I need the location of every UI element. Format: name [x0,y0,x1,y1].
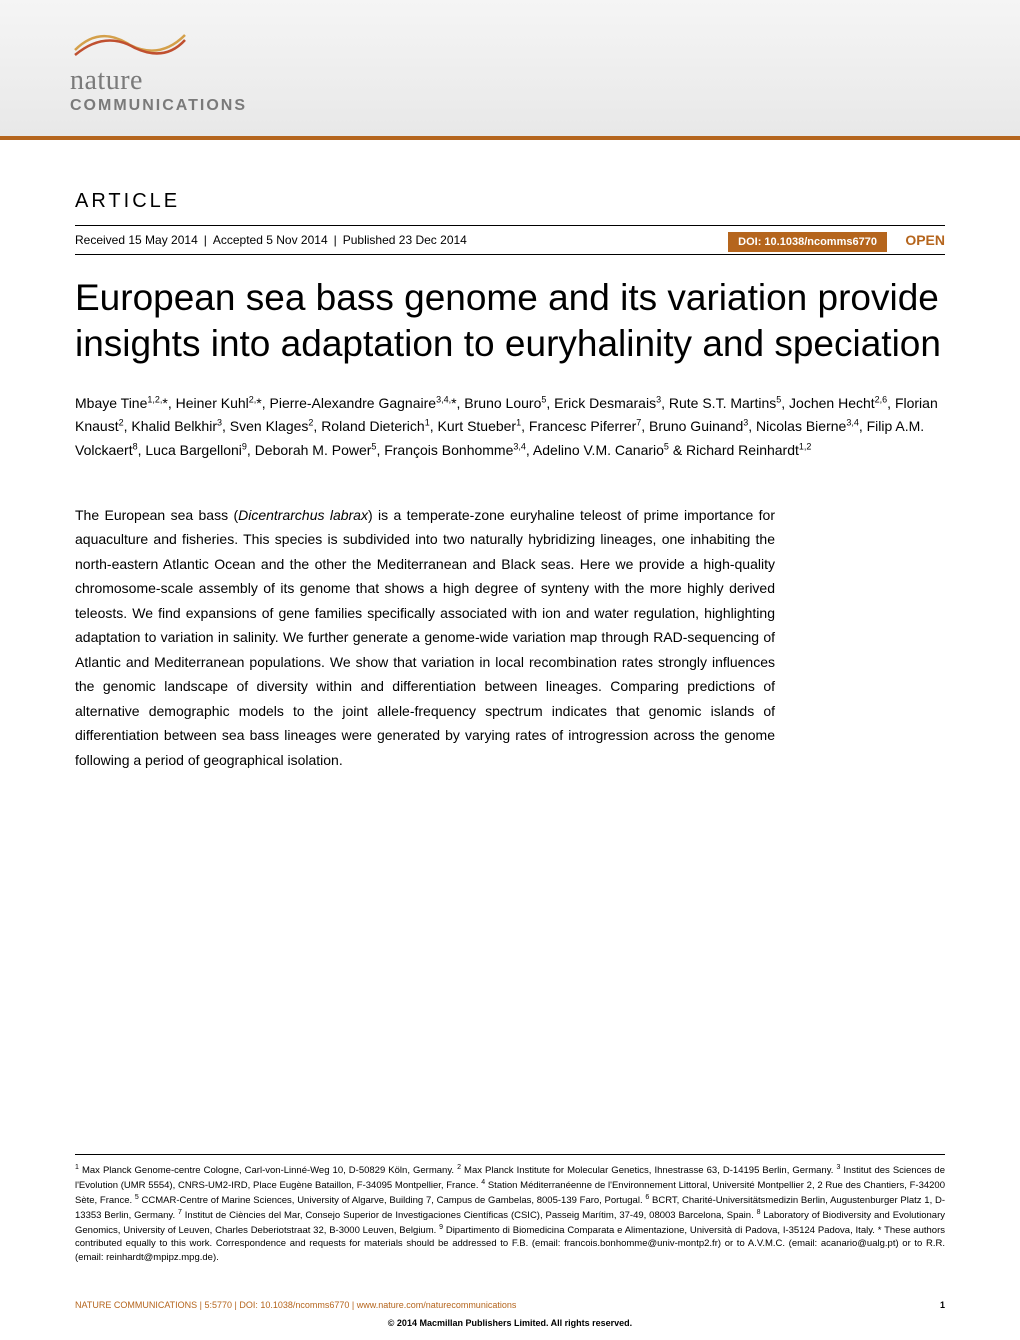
journal-name-1: nature [70,65,247,97]
journal-logo: nature COMMUNICATIONS [70,20,247,115]
separator-1: | [204,233,207,247]
open-access-badge: OPEN [905,232,945,248]
accepted-date: Accepted 5 Nov 2014 [213,233,328,247]
logo-swoosh-icon [70,20,190,60]
received-date: Received 15 May 2014 [75,233,198,247]
author-list: Mbaye Tine1,2,*, Heiner Kuhl2,*, Pierre-… [75,392,945,463]
article-type-label: ARTICLE [75,190,945,213]
separator-2: | [334,233,337,247]
page-number: 1 [940,1300,945,1310]
article-title: European sea bass genome and its variati… [75,275,945,368]
page-footer: NATURE COMMUNICATIONS | 5:5770 | DOI: 10… [75,1300,945,1310]
affiliations: 1 Max Planck Genome-centre Cologne, Carl… [75,1154,945,1265]
published-date: Published 23 Dec 2014 [343,233,467,247]
doi-badge: DOI: 10.1038/ncomms6770 [728,232,887,252]
journal-header: nature COMMUNICATIONS [0,0,1020,140]
copyright-line: © 2014 Macmillan Publishers Limited. All… [0,1318,1020,1328]
journal-name-2: COMMUNICATIONS [70,97,247,115]
dates-left: Received 15 May 2014 | Accepted 5 Nov 20… [75,233,467,247]
abstract: The European sea bass (Dicentrarchus lab… [75,503,775,773]
article-content: ARTICLE Received 15 May 2014 | Accepted … [0,140,1020,772]
dates-right: DOI: 10.1038/ncomms6770 OPEN [728,232,945,248]
footer-citation: NATURE COMMUNICATIONS | 5:5770 | DOI: 10… [75,1300,516,1310]
article-dates-row: Received 15 May 2014 | Accepted 5 Nov 20… [75,225,945,255]
